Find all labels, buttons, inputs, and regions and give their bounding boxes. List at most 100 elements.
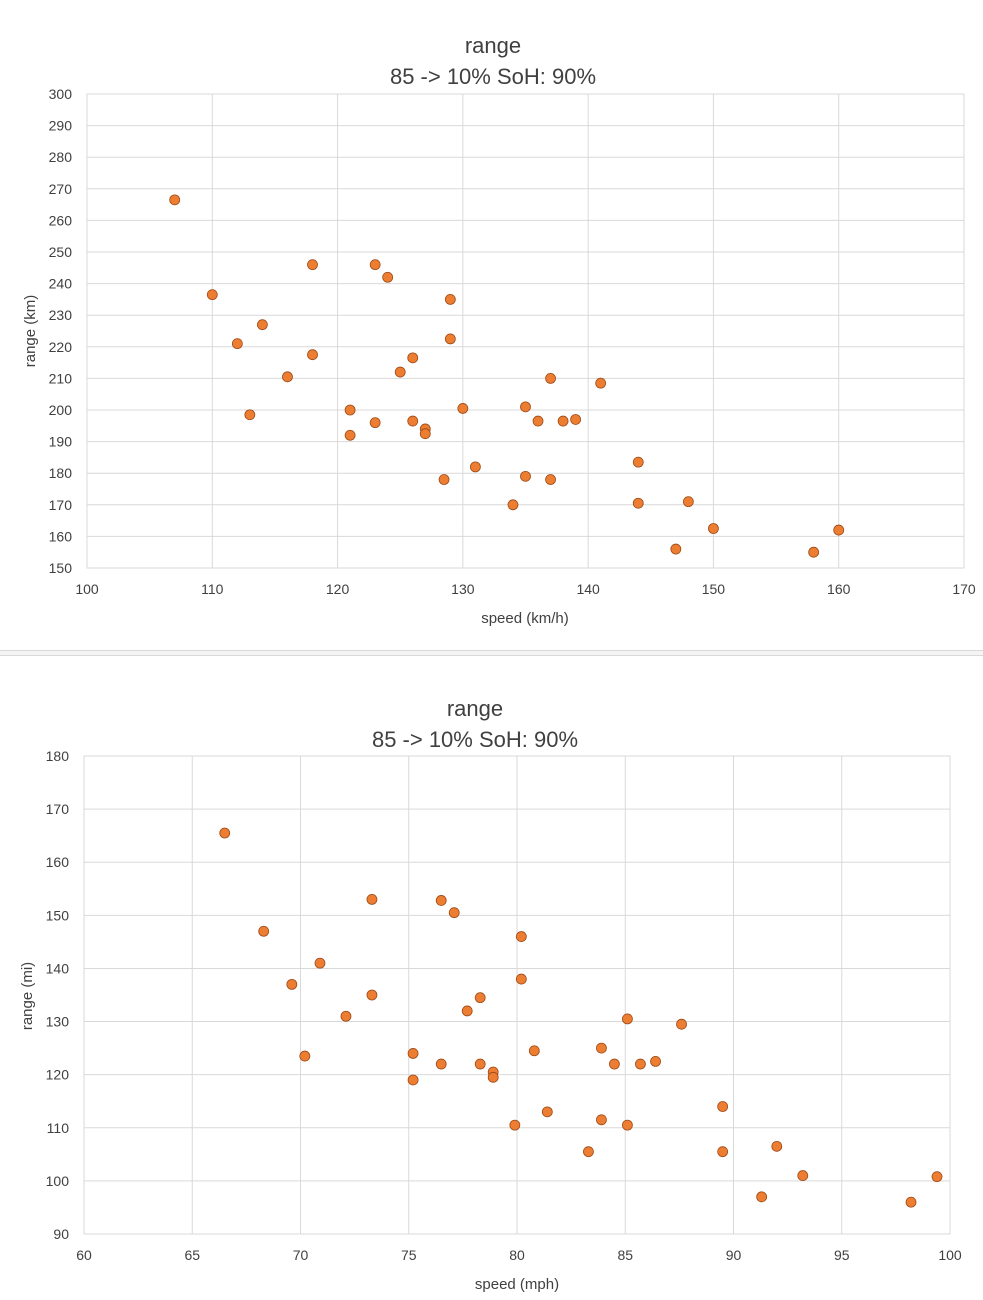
- data-point: [344, 404, 356, 416]
- data-point: [369, 259, 381, 271]
- data-point: [382, 271, 394, 283]
- data-point: [632, 497, 644, 509]
- data-point: [407, 352, 419, 364]
- data-point: [256, 319, 268, 331]
- x-tick-label: 120: [326, 581, 350, 597]
- data-point: [299, 1050, 311, 1062]
- data-point: [931, 1171, 943, 1183]
- x-tick-label: 85: [617, 1247, 633, 1263]
- data-point: [307, 349, 318, 361]
- y-tick-label: 160: [46, 854, 70, 870]
- x-tick-label: 75: [401, 1247, 417, 1263]
- data-point: [676, 1018, 687, 1030]
- y-tick-label: 200: [49, 402, 73, 418]
- data-point: [541, 1106, 553, 1118]
- x-tick-label: 60: [76, 1247, 92, 1263]
- x-tick-label: 150: [702, 581, 726, 597]
- range-km-chart: range 85 -> 10% SoH: 90% speed (km/h) ra…: [22, 33, 976, 627]
- data-point: [435, 895, 447, 906]
- y-tick-label: 290: [49, 118, 73, 134]
- y-tick-label: 230: [49, 307, 73, 323]
- data-point: [244, 409, 256, 421]
- y-tick-label: 270: [49, 181, 73, 197]
- data-point: [461, 1005, 473, 1017]
- data-point: [528, 1045, 540, 1057]
- data-point: [369, 417, 381, 429]
- data-point: [771, 1140, 783, 1152]
- data-point: [797, 1170, 809, 1181]
- data-point: [258, 925, 270, 937]
- y-tick-label: 190: [49, 434, 73, 450]
- y-tick-label: 300: [49, 86, 73, 102]
- y-axis-label: range (mi): [19, 962, 36, 1030]
- data-point: [407, 1074, 419, 1086]
- tick-labels: 100 110 120 130 140 150 160 170 150 160 170 180 190 2…: [49, 86, 976, 597]
- y-tick-label: 240: [49, 276, 73, 292]
- x-axis-label: speed (mph): [475, 1276, 559, 1293]
- x-tick-label: 70: [293, 1247, 309, 1263]
- data-point: [595, 377, 607, 389]
- y-tick-label: 100: [46, 1173, 70, 1189]
- y-tick-label: 180: [46, 748, 70, 764]
- data-point: [469, 461, 481, 473]
- data-point: [394, 366, 406, 378]
- data-point: [905, 1196, 917, 1208]
- data-point: [286, 978, 298, 990]
- y-tick-label: 170: [49, 497, 73, 513]
- data-point: [438, 474, 450, 485]
- x-tick-label: 170: [952, 581, 976, 597]
- data-point: [650, 1055, 661, 1067]
- data-point: [282, 371, 293, 383]
- y-tick-label: 140: [46, 960, 70, 976]
- chart-title: range: [465, 33, 521, 58]
- chart-title: range: [447, 696, 503, 721]
- plot-area: [83, 755, 951, 1235]
- y-tick-label: 170: [46, 801, 70, 817]
- data-point: [474, 992, 486, 1004]
- y-axis-label: range (km): [22, 295, 39, 368]
- data-point: [609, 1058, 620, 1070]
- plot-area: [86, 93, 965, 569]
- data-point: [557, 415, 569, 427]
- data-point: [448, 907, 460, 919]
- x-tick-label: 100: [75, 581, 99, 597]
- data-point: [231, 338, 243, 350]
- chart-subtitle: 85 -> 10% SoH: 90%: [390, 64, 596, 89]
- y-tick-label: 90: [53, 1226, 69, 1242]
- data-point: [717, 1101, 729, 1112]
- x-tick-label: 110: [201, 581, 224, 597]
- gridlines: [83, 755, 951, 1235]
- data-point: [219, 827, 231, 839]
- data-point: [206, 289, 218, 301]
- data-point: [596, 1042, 607, 1054]
- data-point: [708, 523, 719, 534]
- data-point: [487, 1071, 499, 1083]
- data-point: [444, 333, 456, 345]
- data-point: [632, 456, 644, 468]
- data-point: [344, 429, 356, 441]
- data-point: [169, 194, 181, 206]
- x-tick-label: 100: [938, 1247, 962, 1263]
- data-point: [596, 1114, 607, 1126]
- data-point: [366, 893, 378, 905]
- y-tick-label: 220: [49, 339, 73, 355]
- y-tick-label: 250: [49, 244, 73, 260]
- data-point: [717, 1146, 729, 1158]
- data-point: [622, 1119, 633, 1131]
- data-point: [457, 403, 469, 414]
- data-point: [407, 415, 419, 427]
- data-point: [808, 546, 820, 558]
- data-point: [507, 499, 519, 511]
- x-tick-label: 80: [509, 1247, 525, 1263]
- y-tick-label: 160: [49, 528, 73, 544]
- data-point: [622, 1013, 633, 1025]
- y-tick-label: 280: [49, 149, 73, 165]
- gridlines: [86, 93, 965, 569]
- data-points: [169, 194, 845, 558]
- data-point: [515, 973, 527, 985]
- data-point: [545, 474, 556, 485]
- data-point: [520, 401, 531, 413]
- data-point: [419, 428, 431, 440]
- data-point: [444, 293, 456, 305]
- data-point: [307, 259, 318, 271]
